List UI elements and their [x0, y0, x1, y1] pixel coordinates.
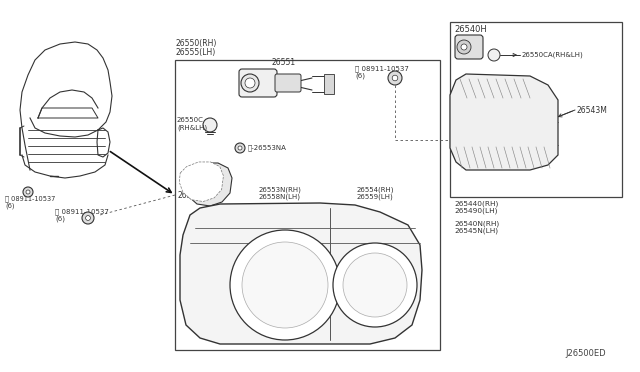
Bar [175, 60, 440, 350]
Circle shape [86, 216, 90, 220]
Text: 26553NA: 26553NA [178, 190, 213, 199]
Circle shape [392, 75, 398, 81]
Text: 26551: 26551 [272, 58, 296, 67]
Circle shape [235, 143, 245, 153]
Text: 26550(RH): 26550(RH) [175, 39, 216, 48]
Polygon shape [450, 74, 558, 170]
Text: 26540N(RH)
26545N(LH): 26540N(RH) 26545N(LH) [454, 220, 499, 234]
Text: 26554(RH)
26559(LH): 26554(RH) 26559(LH) [356, 186, 394, 200]
Text: 265440(RH)
265490(LH): 265440(RH) 265490(LH) [454, 200, 499, 214]
Circle shape [238, 146, 242, 150]
FancyBboxPatch shape [239, 69, 277, 97]
Text: J26500ED: J26500ED [565, 349, 605, 358]
Circle shape [241, 74, 259, 92]
Text: 26550C
(RH&LH): 26550C (RH&LH) [177, 117, 207, 131]
Circle shape [82, 212, 94, 224]
Bar [450, 22, 622, 197]
Circle shape [230, 230, 340, 340]
Text: Ⓢ 08911-10537
(6): Ⓢ 08911-10537 (6) [55, 208, 109, 222]
Circle shape [388, 71, 402, 85]
Circle shape [461, 44, 467, 50]
FancyBboxPatch shape [275, 74, 301, 92]
FancyBboxPatch shape [455, 35, 483, 59]
Circle shape [457, 40, 471, 54]
FancyBboxPatch shape [324, 74, 334, 94]
Text: Ⓢ 08911-10537
(6): Ⓢ 08911-10537 (6) [355, 65, 409, 79]
Circle shape [23, 187, 33, 197]
Circle shape [26, 190, 30, 194]
Text: Ⓢ 08911-10537
(6): Ⓢ 08911-10537 (6) [5, 195, 56, 209]
Text: 26553N(RH)
26558N(LH): 26553N(RH) 26558N(LH) [259, 186, 301, 200]
Text: 26543M: 26543M [577, 106, 608, 115]
Circle shape [242, 242, 328, 328]
Text: 26550CA(RH&LH): 26550CA(RH&LH) [522, 52, 584, 58]
Polygon shape [184, 163, 232, 206]
Circle shape [488, 49, 500, 61]
Text: Ⓢ-26553NA: Ⓢ-26553NA [248, 145, 287, 151]
Polygon shape [180, 203, 422, 344]
Circle shape [203, 118, 217, 132]
Text: 26555(LH): 26555(LH) [175, 48, 215, 57]
Text: 26540H: 26540H [454, 25, 487, 34]
Circle shape [245, 78, 255, 88]
Circle shape [333, 243, 417, 327]
Polygon shape [179, 162, 223, 202]
Circle shape [343, 253, 407, 317]
